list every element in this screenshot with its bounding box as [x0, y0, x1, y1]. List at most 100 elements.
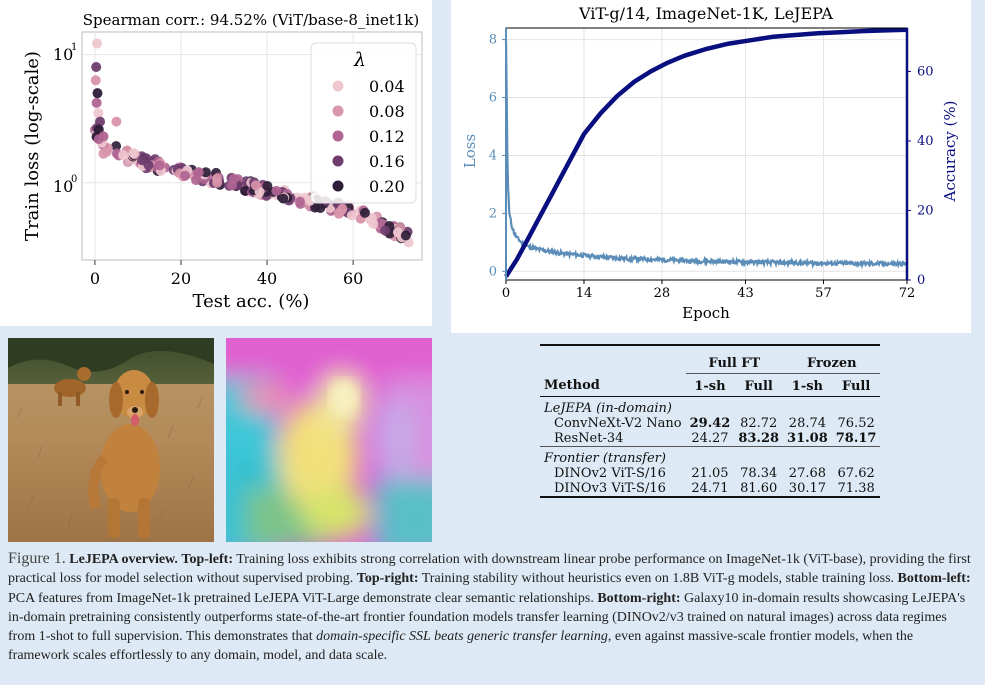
- accuracy-tick-label: 60: [917, 64, 934, 79]
- value-cell: 30.17: [788, 480, 827, 496]
- scatter-point: [101, 146, 112, 157]
- scatter-point: [310, 202, 321, 213]
- caption-title: LeJEPA overview.: [69, 552, 178, 567]
- scatter-point: [200, 167, 211, 178]
- x-tick-label: 60: [343, 269, 363, 288]
- y-axis-label: Train loss (log-scale): [22, 51, 43, 241]
- training-curve-chart: ViT-g/14, ImageNet-1K, LeJEPA 0 14 28 43 57 7…: [461, 4, 959, 322]
- scatter-point: [91, 62, 102, 73]
- caption-br-text: Galaxy10 in-domain results showcasing Le…: [8, 590, 966, 645]
- y-tick-exponent: 0: [71, 174, 77, 185]
- legend-label: 0.16: [369, 152, 405, 171]
- scatter-point: [337, 203, 348, 214]
- value-cell: 29.42: [689, 415, 731, 431]
- legend-label: 0.12: [369, 127, 405, 146]
- x-tick-label: 0: [502, 286, 510, 301]
- loss-tick-label: 6: [489, 91, 497, 106]
- caption-bl-label: Bottom-left:: [897, 571, 971, 587]
- loss-tick-label: 0: [489, 264, 497, 279]
- legend: λ 0.04 0.08 0.12 0.16 0.20: [310, 42, 417, 204]
- accuracy-axis-label: Accuracy (%): [941, 100, 959, 202]
- method-cell: DINOv3 ViT-S/16: [554, 480, 666, 496]
- figure-label: Figure 1.: [8, 550, 66, 567]
- accuracy-tick-label: 0: [917, 273, 925, 288]
- loss-vs-accuracy-scatter: Spearman corr.: 94.52% (ViT/base-8_inet1…: [22, 11, 423, 312]
- value-cell: 24.27: [691, 430, 729, 446]
- x-tick-label: 72: [899, 286, 916, 301]
- x-tick-label: 20: [171, 269, 191, 288]
- scatter-point: [90, 75, 101, 86]
- results-table: Full FT Frozen Method 1-sh Full 1-sh Ful…: [540, 344, 881, 498]
- value-cell: 31.08: [787, 430, 828, 446]
- caption-tr-text: Training stability without heuristics ev…: [421, 571, 895, 587]
- method-cell: ResNet-34: [554, 430, 624, 446]
- scatter-point: [111, 141, 122, 152]
- scatter-point: [368, 218, 379, 229]
- scatter-point: [93, 108, 104, 119]
- value-cell: 71.38: [837, 480, 875, 496]
- group-header: Frozen: [806, 356, 857, 371]
- scatter-point: [346, 210, 357, 221]
- value-cell: 78.34: [740, 465, 778, 481]
- training-curve-panel: ViT-g/14, ImageNet-1K, LeJEPA 0 14 28 43 57 7…: [451, 0, 971, 333]
- scatter-point: [380, 225, 391, 236]
- pca-feature-image: [226, 338, 432, 542]
- plot-frame: [81, 31, 423, 261]
- caption-bl-text: PCA features from ImageNet-1k pretrained…: [8, 590, 594, 606]
- scatter-point: [180, 170, 191, 181]
- scatter-point: [400, 230, 411, 241]
- column-header-method: Method: [544, 377, 600, 393]
- table-row: DINOv2 ViT-S/16 21.05 78.34 27.68 67.62: [540, 466, 880, 481]
- scatter-point: [95, 116, 106, 127]
- scatter-point: [212, 177, 223, 188]
- method-cell: DINOv2 ViT-S/16: [554, 465, 666, 481]
- legend-label: 0.20: [369, 177, 405, 196]
- table-row: ConvNeXt-V2 Nano 29.42 82.72 28.74 76.52: [540, 416, 880, 431]
- loss-tick-label: 4: [489, 148, 497, 163]
- chart-title: Spearman corr.: 94.52% (ViT/base-8_inet1…: [83, 11, 420, 29]
- legend-marker: [332, 130, 344, 142]
- scatter-point: [92, 38, 103, 49]
- value-cell: 21.05: [691, 465, 729, 481]
- scatter-point: [154, 160, 165, 171]
- scatter-point: [118, 150, 129, 161]
- section-title: Frontier (transfer): [540, 445, 881, 466]
- scatter-point: [98, 131, 109, 142]
- value-cell: 24.71: [691, 480, 729, 496]
- legend-title: λ: [353, 49, 366, 71]
- table-row: ResNet-34 24.27 83.28 31.08 78.17: [540, 431, 880, 447]
- value-cell: 78.17: [835, 430, 877, 446]
- column-header: 1-sh: [783, 373, 832, 396]
- scatter-point: [271, 185, 282, 196]
- value-cell: 76.52: [837, 415, 875, 431]
- y-tick-exponent: 1: [71, 42, 77, 53]
- scatter-point: [228, 173, 239, 184]
- legend-label: 0.08: [369, 102, 405, 121]
- method-cell: ConvNeXt-V2 Nano: [554, 415, 682, 431]
- x-tick-label: 0: [90, 269, 100, 288]
- column-header: Full: [831, 373, 881, 396]
- legend-marker: [332, 180, 344, 192]
- legend-label: 0.04: [369, 77, 405, 96]
- scatter-point: [128, 148, 139, 159]
- value-cell: 81.60: [740, 480, 778, 496]
- caption-br-end: , even against massive-scale frontier mo…: [8, 629, 914, 664]
- y-tick-label: 10: [53, 45, 73, 64]
- scatter-point: [262, 180, 273, 191]
- x-tick-label: 40: [257, 269, 277, 288]
- pca-feature-map: [226, 338, 432, 542]
- value-cell: 28.74: [788, 415, 827, 431]
- golden-retriever-image: [8, 338, 214, 542]
- figure-caption: Figure 1. LeJEPA overview. Top-left: Tra…: [8, 549, 976, 666]
- scatter-point: [92, 88, 103, 99]
- scatter-point: [137, 155, 148, 166]
- loss-axis-label: Loss: [461, 134, 479, 168]
- section-title: LeJEPA (in-domain): [540, 395, 881, 416]
- loss-line: [504, 39, 909, 270]
- loss-tick-label: 2: [489, 206, 497, 221]
- scatter-point: [376, 218, 387, 229]
- x-axis-label: Epoch: [682, 304, 730, 322]
- caption-tl-text: Training loss exhibits strong correlatio…: [8, 552, 971, 587]
- accuracy-line: [504, 27, 908, 278]
- legend-marker: [332, 155, 344, 167]
